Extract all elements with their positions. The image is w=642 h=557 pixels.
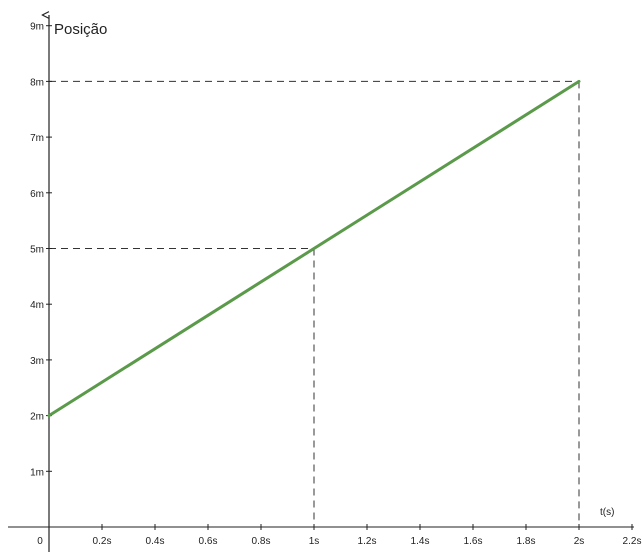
y-ticks: 1m 2m 3m 4m 5m 6m 7m 8m 9m	[30, 22, 52, 478]
y-tick-label: 7m	[30, 133, 44, 144]
x-tick-label: 2s	[574, 536, 585, 547]
x-tick-label: 1.6s	[464, 536, 483, 547]
y-axis-title: Posição	[54, 21, 107, 38]
x-tick-label: 0.6s	[199, 536, 218, 547]
x-tick-label: 1s	[309, 536, 320, 547]
x-tick-label: 0.2s	[93, 536, 112, 547]
y-tick-label: 4m	[30, 300, 44, 311]
y-tick-label: 2m	[30, 412, 44, 423]
x-tick-label: 1.8s	[517, 536, 536, 547]
x-tick-label: 0.4s	[146, 536, 165, 547]
x-tick-label: 0.8s	[252, 536, 271, 547]
guide-lines-layer	[49, 80, 580, 527]
y-tick-label: 8m	[30, 77, 44, 88]
series-layer	[47, 79, 581, 418]
x-axis-title: t(s)	[600, 507, 614, 518]
y-tick-label: 1m	[30, 467, 44, 478]
y-tick-label: 5m	[30, 245, 44, 256]
y-tick-label: 9m	[30, 22, 44, 33]
y-tick-label: 6m	[30, 189, 44, 200]
x-tick-label: 1.2s	[358, 536, 377, 547]
x-tick-label: 0	[37, 536, 43, 547]
y-tick-label: 3m	[30, 356, 44, 367]
x-tick-label: 2.2s	[623, 536, 642, 547]
x-ticks: 0 0.2s 0.4s 0.6s 0.8s 1s 1.2s 1.4s 1.6s 1.8s 2s 2.2…	[37, 524, 641, 547]
position-series-line	[47, 79, 581, 418]
x-tick-label: 1.4s	[411, 536, 430, 547]
